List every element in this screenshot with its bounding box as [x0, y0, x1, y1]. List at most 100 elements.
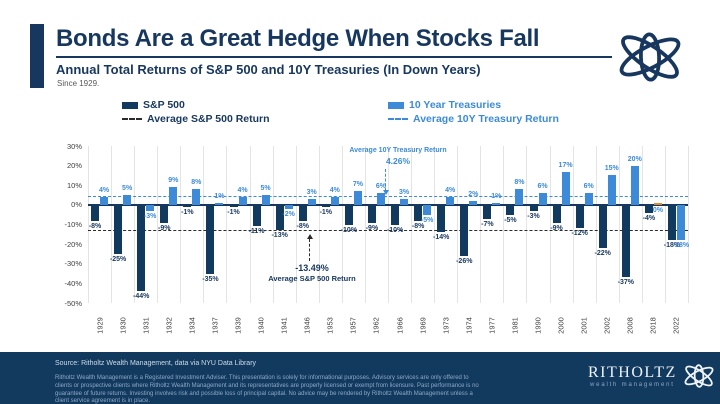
x-axis-label-2008: 2008 — [625, 317, 635, 334]
bar-treasury-1974 — [469, 200, 478, 205]
since-note: Since 1929. — [57, 79, 100, 88]
bar-label-sp500-1929: -8% — [88, 222, 102, 230]
bar-treasury-1973 — [446, 197, 455, 205]
bar-label-sp500-2022: -18% — [663, 242, 681, 250]
bar-label-sp500-1957: -10% — [340, 226, 358, 234]
page-title: Bonds Are a Great Hedge When Stocks Fall — [56, 25, 540, 52]
bar-label-treasury-1930: 5% — [122, 185, 133, 193]
x-axis-label-1962: 1962 — [371, 317, 381, 334]
bar-label-treasury-2001: 6% — [583, 183, 594, 191]
bar-treasury-1934 — [192, 189, 201, 205]
bar-sp500-1930 — [114, 204, 123, 254]
bar-sp500-1974 — [460, 204, 469, 256]
x-axis-label-2002: 2002 — [602, 317, 612, 334]
bar-sp500-1940 — [252, 204, 261, 227]
x-axis-label-1966: 1966 — [395, 317, 405, 334]
legend-item-treasuries: 10 Year Treasuries — [388, 99, 501, 111]
treasury-arrowhead-icon — [383, 189, 389, 195]
bar-label-treasury-1953: 4% — [329, 187, 340, 195]
bar-label-treasury-2000: 17% — [558, 161, 573, 169]
legend-label: Average 10Y Treasury Return — [413, 113, 559, 125]
chart-subtitle: Annual Total Returns of S&P 500 and 10Y … — [56, 62, 481, 77]
bar-label-treasury-1932: 9% — [168, 177, 179, 185]
bar-sp500-1946 — [298, 204, 307, 221]
x-axis-label-2001: 2001 — [579, 317, 589, 334]
x-axis-label-1973: 1973 — [441, 317, 451, 334]
bar-sp500-1977 — [483, 204, 492, 219]
gridline — [203, 146, 205, 303]
bar-sp500-2018 — [644, 204, 653, 213]
gridline — [641, 146, 643, 303]
bar-treasury-1969 — [423, 204, 432, 215]
bar-label-treasury-1931: -3% — [143, 212, 157, 220]
bar-label-sp500-2001: -12% — [571, 230, 588, 238]
y-axis-tick-label: -40% — [64, 278, 82, 288]
bar-label-treasury-1990: 6% — [537, 183, 548, 191]
bar-sp500-1934 — [183, 204, 192, 207]
x-axis-label-2000: 2000 — [556, 317, 566, 334]
bar-treasury-2022 — [676, 204, 685, 241]
bar-label-sp500-1966: -10% — [386, 226, 404, 234]
bar-label-sp500-1932: -9% — [158, 224, 171, 232]
x-axis-label-1957: 1957 — [348, 317, 358, 334]
treasuries-swatch-icon — [388, 101, 404, 109]
gridline — [434, 146, 436, 303]
gridline — [272, 146, 274, 303]
y-axis-tick-label: 20% — [66, 161, 82, 171]
gridline — [503, 146, 505, 303]
bar-label-sp500-1931: -44% — [133, 293, 150, 301]
x-axis-label-1929: 1929 — [95, 317, 105, 334]
footer-band: Source: Ritholtz Wealth Management, data… — [0, 352, 720, 404]
bar-sp500-1953 — [321, 204, 330, 207]
legend-label: S&P 500 — [143, 99, 185, 111]
bar-treasury-1977 — [492, 202, 501, 205]
bar-label-treasury-1946: 3% — [306, 188, 317, 196]
bar-sp500-1981 — [506, 204, 515, 215]
legend-label: 10 Year Treasuries — [409, 99, 502, 111]
sp500-annotation-arrow — [309, 239, 310, 261]
x-axis-label-1953: 1953 — [325, 317, 335, 334]
bar-label-treasury-1977: 1% — [491, 192, 502, 200]
bar-sp500-2022 — [667, 204, 676, 241]
bar-label-sp500-1940: -11% — [248, 228, 265, 236]
disclaimer-text: Ritholtz Wealth Management is a Register… — [55, 375, 479, 404]
bar-sp500-1929 — [91, 204, 100, 221]
footer-logo-name: RITHOLTZ — [588, 363, 677, 381]
bar-treasury-1932 — [169, 187, 178, 205]
bar-sp500-1932 — [160, 204, 169, 223]
gridline — [572, 146, 574, 303]
gridline — [341, 146, 343, 303]
bar-label-treasury-2002: 15% — [604, 165, 619, 173]
bar-treasury-1957 — [353, 191, 362, 205]
bar-sp500-2008 — [621, 204, 630, 278]
x-axis-label-1990: 1990 — [533, 317, 543, 334]
bar-treasury-1946 — [307, 198, 316, 205]
x-axis-label-1940: 1940 — [256, 317, 266, 334]
x-axis-label-1931: 1931 — [141, 317, 151, 334]
footer-orbit-logo-icon — [684, 364, 714, 388]
bar-sp500-1939 — [229, 204, 238, 207]
bar-label-treasury-1940: 5% — [260, 185, 271, 193]
sp500-average-dash-icon — [122, 118, 142, 120]
bar-label-sp500-2018: -4% — [642, 214, 656, 222]
x-axis-label-1939: 1939 — [233, 317, 243, 334]
bar-label-treasury-1974: 2% — [468, 190, 479, 198]
x-axis-label-1932: 1932 — [164, 317, 174, 334]
y-axis-tick-label: 10% — [66, 180, 82, 190]
bar-label-treasury-1973: 4% — [445, 187, 456, 195]
bar-label-sp500-1939: -1% — [227, 208, 240, 216]
bar-label-sp500-1990: -3% — [527, 212, 540, 220]
bar-label-treasury-1957: 7% — [352, 181, 363, 189]
avg-treasury-line — [88, 195, 688, 197]
bar-label-treasury-1981: 8% — [514, 179, 525, 187]
footer-logo: RITHOLTZ wealth management — [588, 359, 717, 393]
bar-treasury-1939 — [238, 197, 247, 205]
treasury-average-value: 4.26% — [385, 156, 411, 166]
x-axis-label-2022: 2022 — [671, 317, 681, 334]
gridline — [549, 146, 551, 303]
bar-label-treasury-1966: 3% — [398, 188, 410, 196]
bar-label-sp500-2008: -37% — [617, 279, 634, 287]
x-axis-label-1946: 1946 — [302, 317, 312, 334]
y-axis-tick-label: 30% — [66, 141, 82, 151]
bar-treasury-1930 — [123, 195, 132, 205]
